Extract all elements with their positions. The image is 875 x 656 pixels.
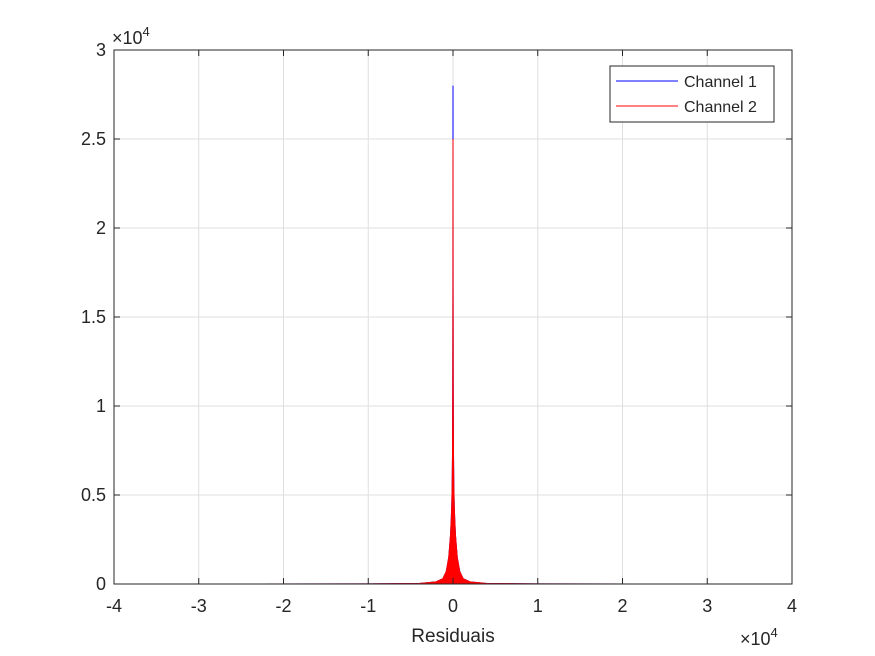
x-axis-label: Residuais xyxy=(411,626,494,647)
x-tick-label: 0 xyxy=(448,596,458,616)
x-tick-label: -3 xyxy=(191,596,207,616)
legend-label-channel-1: Channel 1 xyxy=(684,74,757,91)
y-tick-label: 2 xyxy=(96,218,106,238)
legend-box xyxy=(609,65,775,123)
y-tick-label: 2.5 xyxy=(81,129,106,149)
x-tick-label: -4 xyxy=(106,596,122,616)
x-tick-label: 1 xyxy=(533,596,543,616)
y-tick-label: 3 xyxy=(96,40,106,60)
x-tick-label: 4 xyxy=(787,596,797,616)
y-tick-label: 1 xyxy=(96,396,106,416)
x-tick-label: -2 xyxy=(275,596,291,616)
plot-area: -4 -3 -2 -1 0 1 2 3 4 0 0.5 1 1.5 2 2.5 3 xyxy=(81,40,797,616)
tick-labels: -4 -3 -2 -1 0 1 2 3 4 0 0.5 1 1.5 2 2.5 3 xyxy=(81,40,797,616)
y-tick-label: 0 xyxy=(96,574,106,594)
x-axis-multiplier: ×104 xyxy=(740,625,778,649)
series-layer xyxy=(175,85,731,585)
series-channel-2-area xyxy=(175,138,731,585)
y-axis-multiplier: ×104 xyxy=(112,24,150,48)
legend: Channel 1 Channel 2 xyxy=(609,65,775,123)
y-tick-label: 1.5 xyxy=(81,307,106,327)
axis-ticks xyxy=(113,49,793,585)
x-tick-label: -1 xyxy=(360,596,376,616)
legend-label-channel-2: Channel 2 xyxy=(684,99,757,116)
x-tick-label: 2 xyxy=(617,596,627,616)
x-tick-label: 3 xyxy=(702,596,712,616)
y-tick-label: 0.5 xyxy=(81,485,106,505)
